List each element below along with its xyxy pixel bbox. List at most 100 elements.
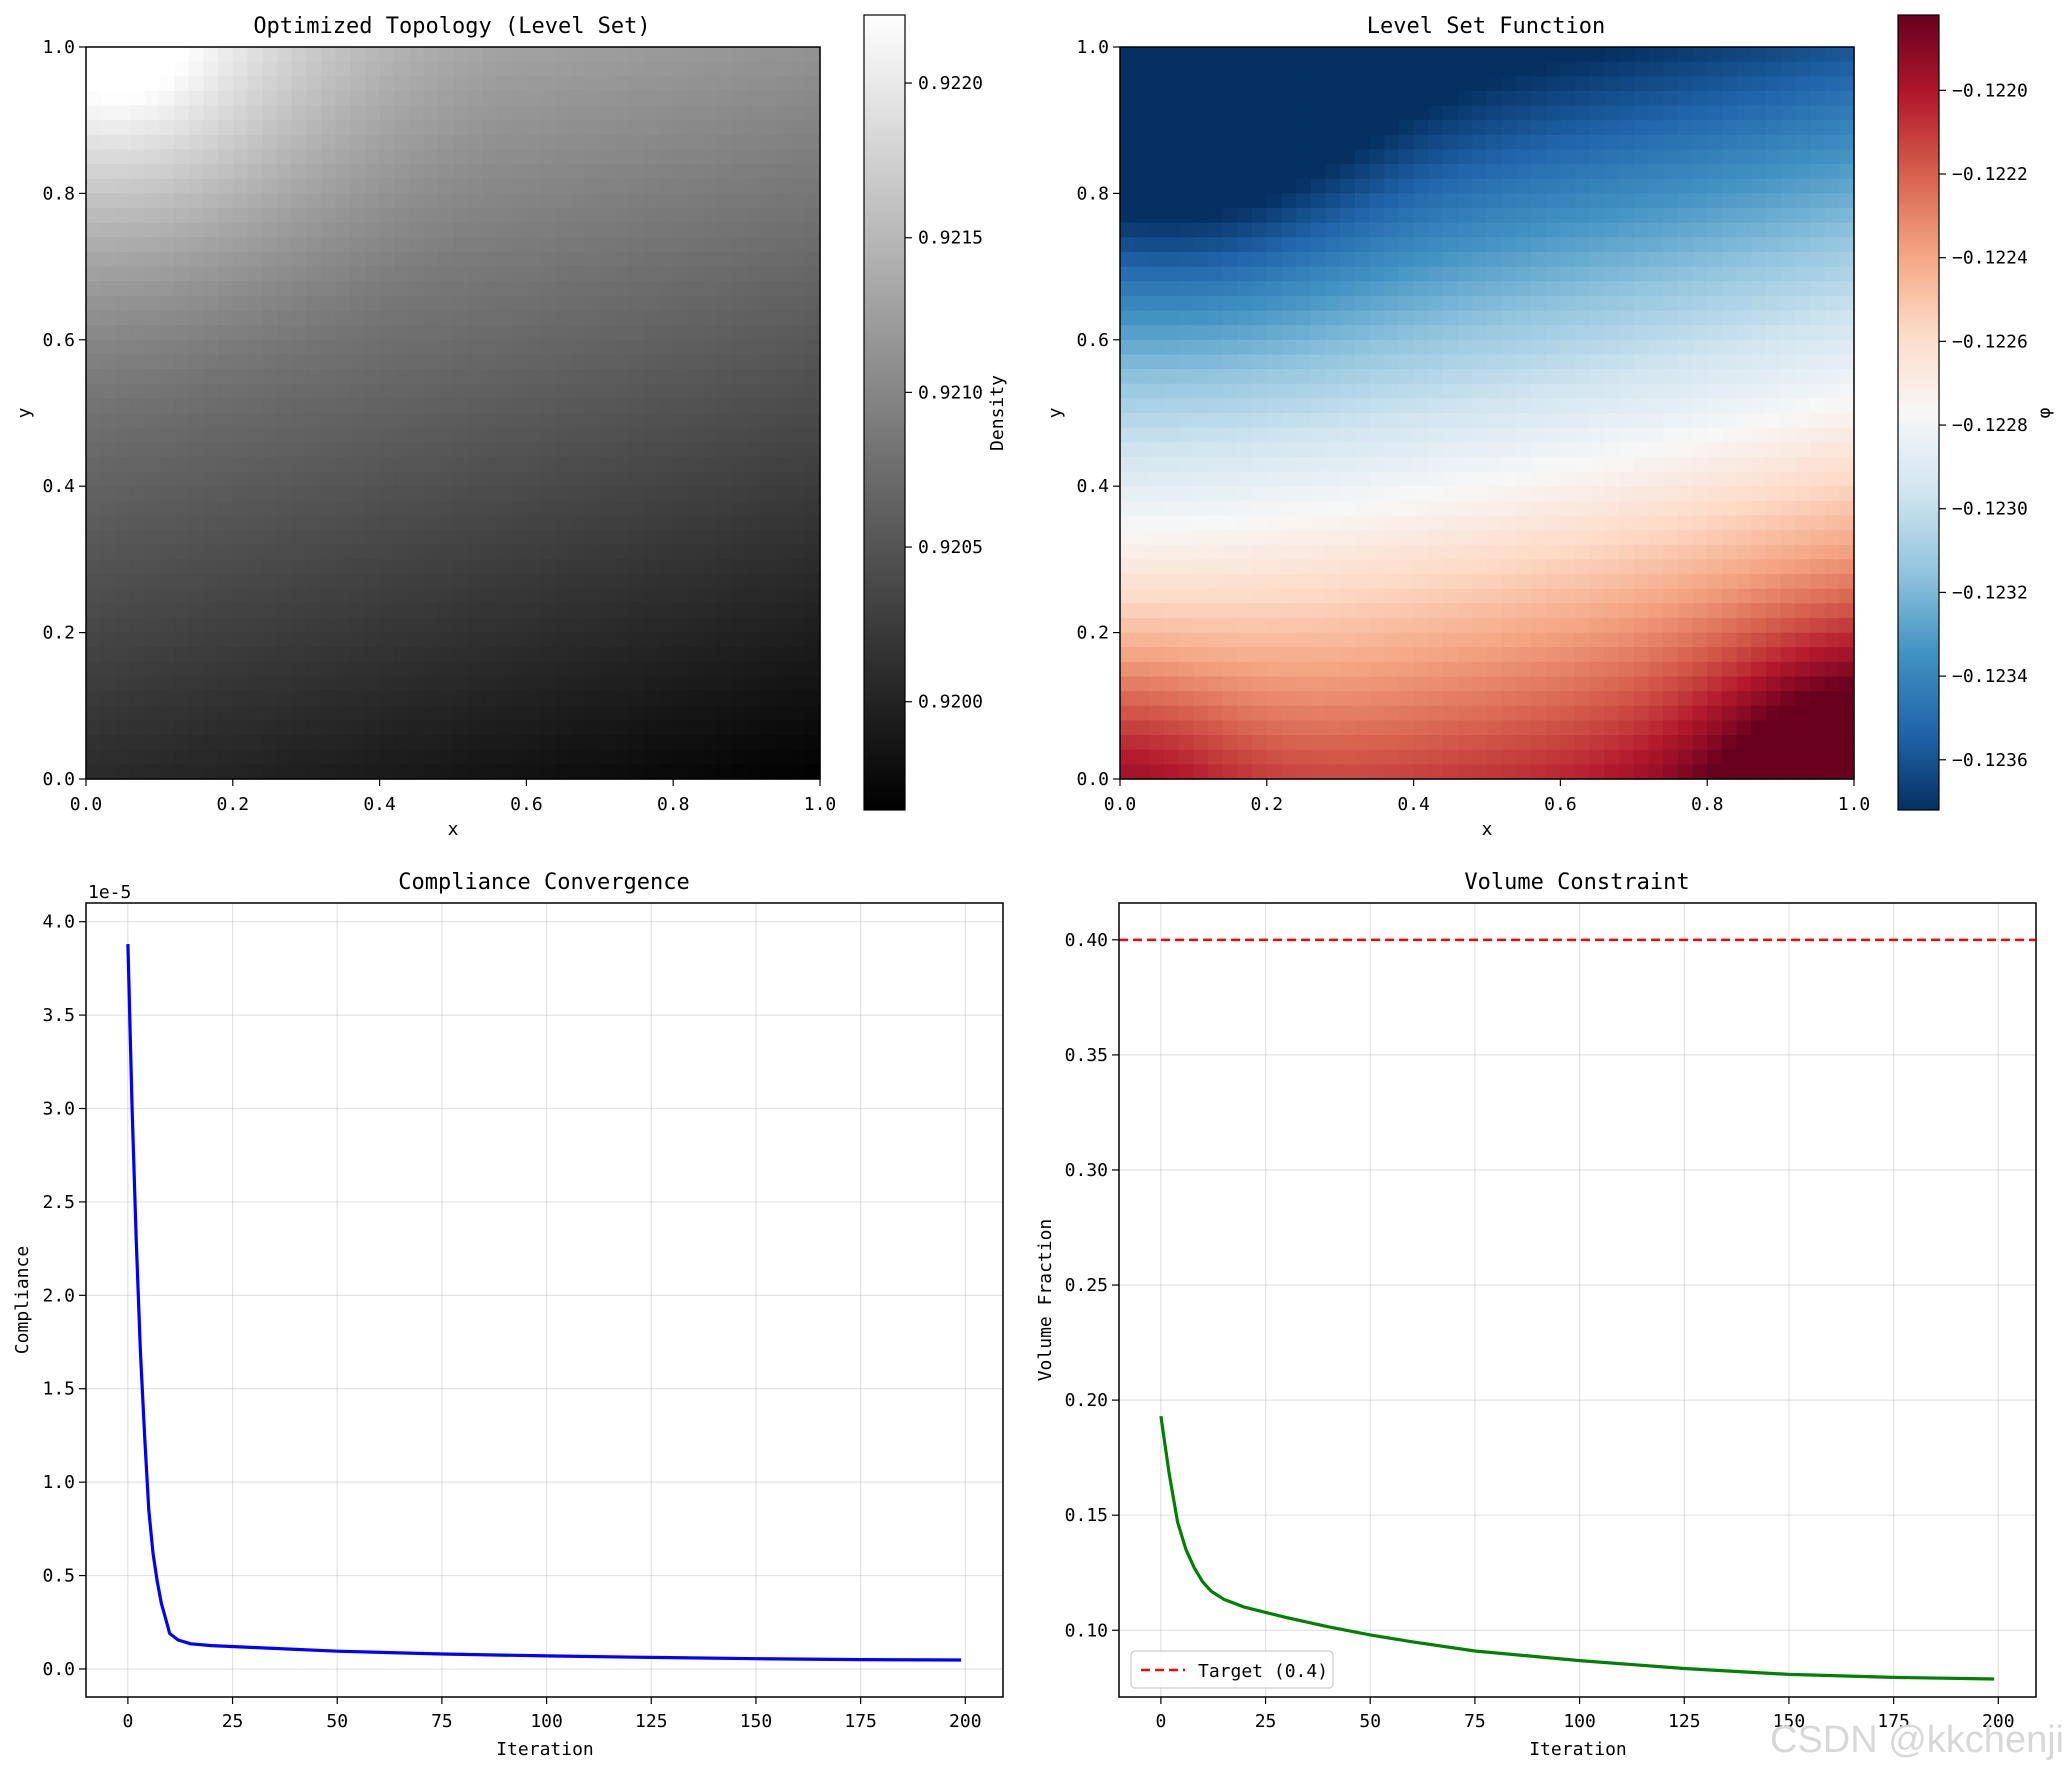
heatmap-cell [130,325,146,341]
heatmap-cell [1325,266,1341,282]
heatmap-cell [1442,603,1459,619]
heatmap-cell [1325,251,1341,268]
heatmap-cell [614,310,630,326]
heatmap-cell [482,369,498,385]
heatmap-cell [1560,427,1576,443]
heatmap-cell [247,647,263,663]
heatmap-cell [761,76,777,92]
heatmap-cell [1721,237,1738,253]
heatmap-cell [1340,222,1356,238]
heatmap-cell [1457,661,1473,678]
heatmap-cell [1369,383,1385,399]
heatmap-cell [1193,632,1209,648]
heatmap-cell [306,691,322,707]
heatmap-cell [364,720,381,736]
heatmap-cell [658,500,674,517]
heatmap-cell [1428,383,1444,399]
heatmap-cell [1354,164,1371,180]
heatmap-cell [497,383,513,399]
heatmap-cell [511,632,527,648]
heatmap-cell [511,164,527,180]
heatmap-cell [1325,105,1341,121]
heatmap-cell [1222,354,1239,370]
heatmap-cell [585,413,601,429]
heatmap-cell [629,266,645,282]
heatmap-cell [1237,735,1253,751]
heatmap-cell [364,251,381,268]
heatmap-cell [482,544,498,560]
heatmap-cell [1824,661,1840,678]
heatmap-cell [438,530,454,546]
heatmap-cell [599,647,616,663]
heatmap-cell [1237,47,1253,63]
heatmap-cell [1824,237,1840,253]
heatmap-cell [1398,354,1415,370]
heatmap-cell [1310,120,1327,136]
heatmap-cell [1208,134,1224,151]
heatmap-cell [1560,559,1576,575]
heatmap-cell [614,764,630,780]
heatmap-cell [1677,456,1694,473]
heatmap-cell [1442,749,1459,765]
heatmap-cell [746,413,762,429]
heatmap-cell [805,515,821,531]
heatmap-cell [350,530,366,546]
heatmap-cell [1369,559,1385,575]
heatmap-cell [1560,647,1576,663]
heatmap-cell [1589,164,1606,180]
heatmap-cell [276,76,293,92]
heatmap-cell [1472,237,1488,253]
heatmap-cell [232,120,249,136]
heatmap-cell [673,76,689,92]
heatmap-cell [276,749,293,765]
heatmap-cell [1663,544,1679,560]
heatmap-cell [1208,500,1224,517]
heatmap-cell [1398,603,1415,619]
heatmap-cell [673,354,689,370]
heatmap-cell [775,705,792,722]
heatmap-cell [115,632,131,648]
heatmap-cell [394,764,410,780]
heatmap-cell [673,544,689,560]
heatmap-cell [247,295,263,312]
heatmap-cell [1545,530,1561,546]
heatmap-cell [1751,369,1767,385]
heatmap-cell [643,661,660,678]
heatmap-cell [1692,764,1708,780]
heatmap-cell [1457,105,1473,121]
heatmap-cell [130,617,146,634]
heatmap-cell [1384,486,1400,502]
heatmap-cell [86,325,102,341]
heatmap-cell [541,632,557,648]
heatmap-cell [541,134,557,151]
heatmap-cell [1310,222,1327,238]
heatmap-cell [203,603,219,619]
heatmap-cell [555,588,572,604]
heatmap-cell [408,193,425,209]
heatmap-cell [1516,90,1532,107]
heatmap-cell [1487,632,1503,648]
heatmap-cell [1560,735,1576,751]
heatmap-cell [555,559,572,575]
heatmap-cell [453,76,469,92]
heatmap-cell [599,310,616,326]
heatmap-cell [585,720,601,736]
heatmap-cell [1663,208,1679,224]
heatmap-cell [350,354,366,370]
heatmap-cell [335,266,351,282]
heatmap-cell [1222,149,1239,165]
heatmap-cell [1149,61,1165,77]
heatmap-cell [599,134,616,151]
heatmap-cell [394,559,410,575]
heatmap-cell [130,661,146,678]
heatmap-cell [1692,325,1708,341]
heatmap-cell [1340,105,1356,121]
heatmap-cell [1237,632,1253,648]
heatmap-cell [1266,61,1283,77]
heatmap-cell [1178,251,1194,268]
heatmap-cell [115,149,131,165]
heatmap-cell [144,559,160,575]
heatmap-cell [306,588,322,604]
heatmap-cell [1120,193,1136,209]
heatmap-cell [379,544,395,560]
